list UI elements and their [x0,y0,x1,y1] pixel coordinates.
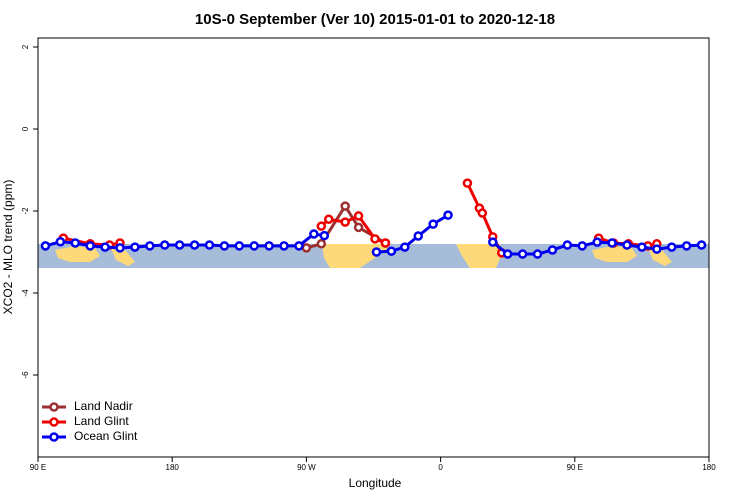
data-point [249,241,259,251]
x-axis-label: Longitude [349,476,402,490]
data-point [353,222,364,233]
land [456,244,502,268]
y-tick-label: 2 [21,44,30,49]
data-point [115,243,125,253]
land [110,246,135,266]
plot-frame [37,37,710,458]
data-point [189,240,200,250]
data-point [637,242,647,252]
data-point [324,214,334,224]
y-tick-label: 0 [21,126,30,131]
data-point [145,241,155,251]
data-point [204,240,215,250]
data-point [547,245,558,255]
x-tick-label: 90 E [30,463,46,472]
data-point [70,238,81,248]
data-point [462,178,473,188]
data-point [428,219,438,229]
data-point [264,241,274,251]
data-point [159,240,170,250]
data-point [40,241,51,251]
data-point [340,201,350,211]
legend-marker [49,417,59,427]
data-point [279,241,289,251]
legend-label: Ocean Glint [74,429,138,443]
x-tick-label: 180 [702,463,716,472]
data-point [234,241,245,251]
legend-marker [49,432,59,442]
data-point [681,241,692,251]
data-point [652,244,662,254]
data-point [309,229,319,239]
data-point [85,241,95,251]
data-point [607,238,617,248]
data-point [130,242,140,252]
series-line [63,182,658,254]
y-axis-label: XCO2 - MLO trend (ppm) [1,180,15,315]
data-point [100,242,110,252]
legend-marker [49,402,59,412]
data-point [502,249,513,259]
data-point [353,211,364,221]
data-point [488,237,498,247]
data-point [219,241,230,251]
y-tick-label: -2 [21,207,30,215]
data-point [294,241,304,251]
data-point [380,238,391,248]
x-tick-label: 0 [438,463,443,472]
data-point [386,246,397,256]
chart-title: 10S-0 September (Ver 10) 2015-01-01 to 2… [195,11,555,28]
data-point [562,240,573,250]
data-point [622,240,632,250]
legend-label: Land Glint [74,414,129,428]
data-point [577,241,588,251]
data-point [316,239,327,249]
data-point [340,217,350,227]
data-point [316,221,327,231]
land [592,246,637,262]
data-point [55,237,66,247]
y-tick-label: -4 [21,289,30,297]
data-point [370,234,380,244]
data-point [592,237,602,247]
data-point [400,242,410,252]
map-background [38,244,709,268]
x-tick-label: 90 W [297,463,316,472]
data-point [371,247,382,257]
x-tick-label: 180 [166,463,180,472]
data-point [319,230,330,241]
y-tick-label: -6 [21,371,30,379]
data-point [443,210,453,220]
data-point [532,249,543,259]
data-point [413,231,423,241]
data-point [301,243,312,253]
data-point [666,242,677,252]
data-point [477,208,488,218]
data-point [517,249,528,259]
legend-label: Land Nadir [74,399,133,413]
land [322,244,388,268]
data-point [696,240,707,250]
x-tick-label: 90 E [567,463,583,472]
data-point [174,240,185,250]
